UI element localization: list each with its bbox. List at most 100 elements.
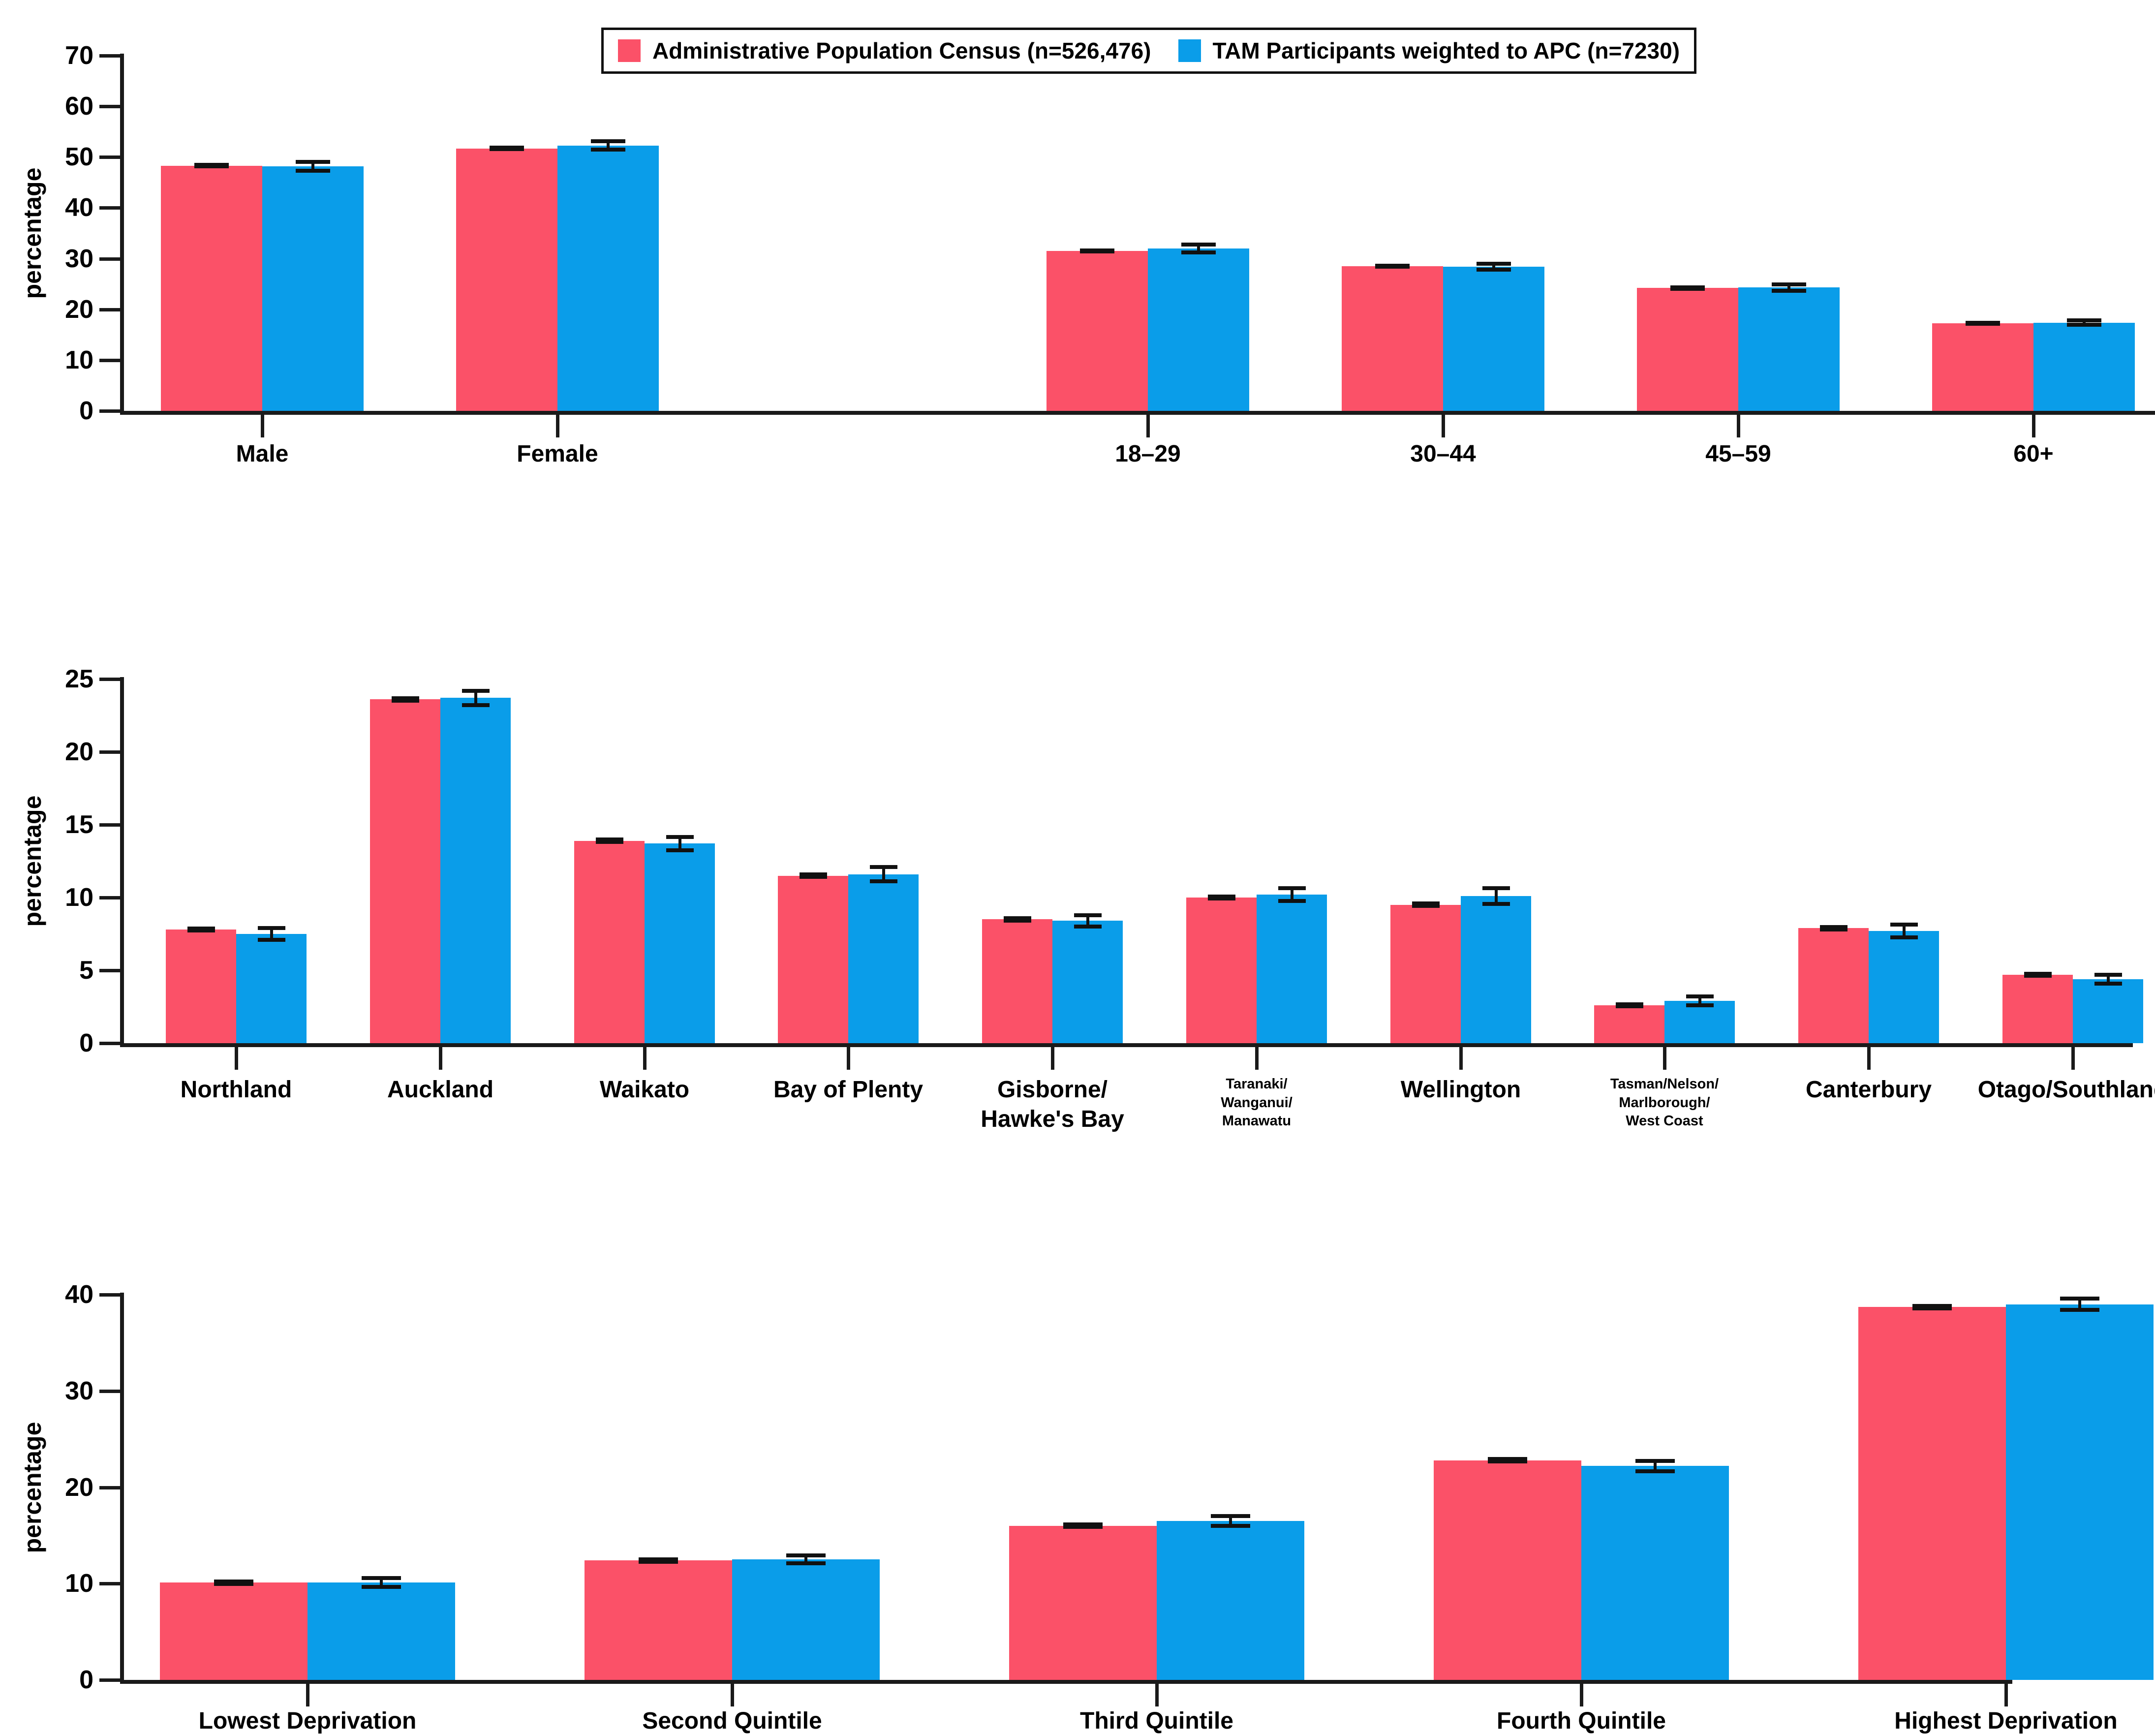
error-bar-cap xyxy=(1074,913,1102,917)
error-bar-line xyxy=(311,162,314,171)
y-tick-label: 20 xyxy=(65,295,93,324)
x-axis-label: 18–29 xyxy=(1115,441,1181,467)
error-bar-cap xyxy=(1181,250,1216,254)
bar-tam xyxy=(308,1582,455,1680)
bar-apc xyxy=(2002,974,2073,1043)
bar-tam xyxy=(1157,1521,1304,1680)
error-bar-cap xyxy=(462,688,490,693)
error-bar-cap xyxy=(786,1553,826,1558)
x-axis-label: Female xyxy=(517,441,598,467)
error-bar-cap xyxy=(1686,1003,1714,1008)
error-bar-cap xyxy=(1615,1004,1643,1009)
bar-apc xyxy=(1390,904,1461,1043)
error-bar-cap xyxy=(1615,1002,1643,1006)
x-tick xyxy=(1459,1047,1463,1070)
x-axis-label: Third Quintile xyxy=(1080,1708,1233,1734)
error-bar-cap xyxy=(1488,1459,1527,1464)
bar-apc xyxy=(166,930,236,1043)
error-bar-cap xyxy=(799,874,827,879)
bar-tam xyxy=(732,1559,880,1680)
x-tick xyxy=(1051,1047,1054,1070)
error-bar-cap xyxy=(1635,1469,1675,1474)
error-bar-cap xyxy=(2067,318,2101,322)
y-tick xyxy=(99,308,120,311)
y-tick xyxy=(99,678,120,681)
x-axis-label: Tasman/Nelson/Marlborough/West Coast xyxy=(1610,1076,1719,1129)
error-bar-cap xyxy=(1080,249,1114,254)
error-bar-line xyxy=(1494,888,1498,904)
x-tick xyxy=(306,1684,309,1706)
x-tick xyxy=(1155,1684,1159,1706)
error-bar-cap xyxy=(1670,286,1705,291)
error-bar-cap xyxy=(1488,1457,1527,1461)
error-bar-cap xyxy=(1063,1522,1103,1527)
bar-apc xyxy=(1798,928,1869,1043)
x-axis-label: Gisborne/Hawke's Bay xyxy=(981,1077,1124,1132)
error-bar-cap xyxy=(1211,1523,1250,1528)
legend-label: TAM Participants weighted to APC (n=7230… xyxy=(1212,38,1680,63)
y-axis xyxy=(120,54,124,415)
error-bar-cap xyxy=(257,937,285,942)
error-bar-cap xyxy=(2060,1296,2099,1301)
error-bar-cap xyxy=(296,168,330,173)
error-bar-cap xyxy=(391,698,419,703)
error-bar-cap xyxy=(1207,897,1235,901)
y-tick-label: 5 xyxy=(79,956,93,985)
error-bar-cap xyxy=(187,926,215,930)
y-tick-label: 0 xyxy=(79,1029,93,1057)
bar-tam xyxy=(557,145,659,411)
error-bar-cap xyxy=(2024,971,2052,976)
y-tick-label: 10 xyxy=(65,1569,93,1598)
x-axis-label: Auckland xyxy=(387,1077,494,1103)
y-tick xyxy=(99,358,120,362)
error-bar-cap xyxy=(1482,886,1510,890)
y-tick-label: 70 xyxy=(65,41,93,70)
bar-apc xyxy=(574,840,645,1043)
error-bar-cap xyxy=(1207,894,1235,899)
y-axis xyxy=(120,677,124,1047)
x-tick xyxy=(556,415,559,437)
bar-apc xyxy=(1637,288,1738,411)
error-bar-cap xyxy=(799,872,827,877)
x-tick xyxy=(2071,1047,2075,1070)
error-bar-cap xyxy=(1477,262,1511,266)
legend-swatch-icon xyxy=(617,39,641,62)
x-tick xyxy=(1867,1047,1871,1070)
error-bar-cap xyxy=(1375,265,1410,269)
error-bar-line xyxy=(882,867,885,882)
error-bar-cap xyxy=(1772,282,1806,287)
y-tick-label: 30 xyxy=(65,1376,93,1405)
bar-apc xyxy=(1047,251,1148,411)
y-tick xyxy=(99,1678,120,1682)
error-bar-cap xyxy=(1912,1304,1952,1308)
y-tick-label: 20 xyxy=(65,1473,93,1502)
error-bar-cap xyxy=(1003,918,1031,923)
legend-label: Administrative Population Census (n=526,… xyxy=(652,38,1151,63)
legend-item: Administrative Population Census (n=526,… xyxy=(617,37,1151,64)
bar-tam xyxy=(2033,322,2135,411)
x-tick xyxy=(1663,1047,1666,1070)
error-bar-line xyxy=(1197,245,1200,252)
y-tick xyxy=(99,896,120,899)
legend-item: TAM Participants weighted to APC (n=7230… xyxy=(1178,37,1680,64)
x-tick xyxy=(261,415,264,437)
x-tick xyxy=(1737,415,1740,437)
bar-tam xyxy=(440,698,511,1043)
error-bar-cap xyxy=(362,1576,401,1581)
x-axis-label: Bay of Plenty xyxy=(773,1077,924,1103)
error-bar-cap xyxy=(1772,288,1806,293)
error-bar-cap xyxy=(214,1579,253,1583)
error-bar-cap xyxy=(1412,901,1440,906)
y-tick-label: 10 xyxy=(65,883,93,912)
y-tick xyxy=(99,1582,120,1586)
error-bar-cap xyxy=(1890,922,1918,927)
x-axis-label: Northland xyxy=(180,1077,292,1103)
error-bar-cap xyxy=(1063,1525,1103,1529)
x-axis-label: Canterbury xyxy=(1805,1077,1932,1103)
error-bar-cap xyxy=(1477,267,1511,272)
error-bar-cap xyxy=(490,147,524,152)
y-tick xyxy=(99,155,120,159)
y-tick-label: 40 xyxy=(65,1280,93,1309)
bar-apc xyxy=(161,165,262,411)
